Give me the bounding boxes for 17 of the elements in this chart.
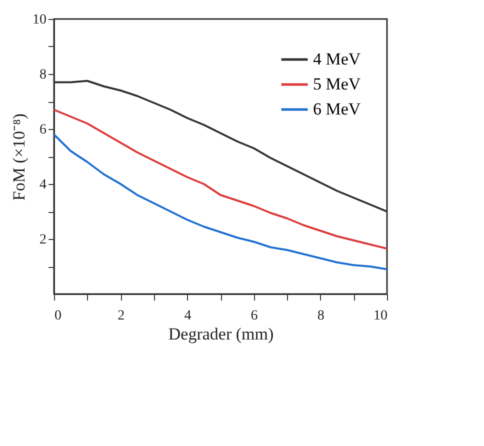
y-tick-label: 2	[40, 232, 46, 248]
legend-label: 4 MeV	[313, 50, 362, 68]
line-series	[53, 134, 388, 270]
x-tick-label: 2	[118, 308, 125, 324]
x-tick-label: 6	[250, 308, 258, 324]
x-tick-label: 4	[184, 308, 192, 324]
x-tick-label: 8	[317, 308, 324, 324]
y-tick-label: 10	[32, 12, 46, 28]
y-tick-label: 8	[40, 68, 46, 82]
y-tick-label: 6	[40, 122, 46, 138]
legend-label: 5 MeV	[313, 74, 362, 94]
x-axis-title: Degrader (mm)	[168, 324, 274, 344]
x-tick-label: 0	[54, 308, 62, 324]
x-tick-label: 10	[374, 308, 388, 324]
y-axis-title: FoM (×10⁻⁸)	[10, 113, 28, 201]
y-tick-label: 4	[40, 178, 46, 192]
legend-label: 6 MeV	[313, 100, 362, 118]
